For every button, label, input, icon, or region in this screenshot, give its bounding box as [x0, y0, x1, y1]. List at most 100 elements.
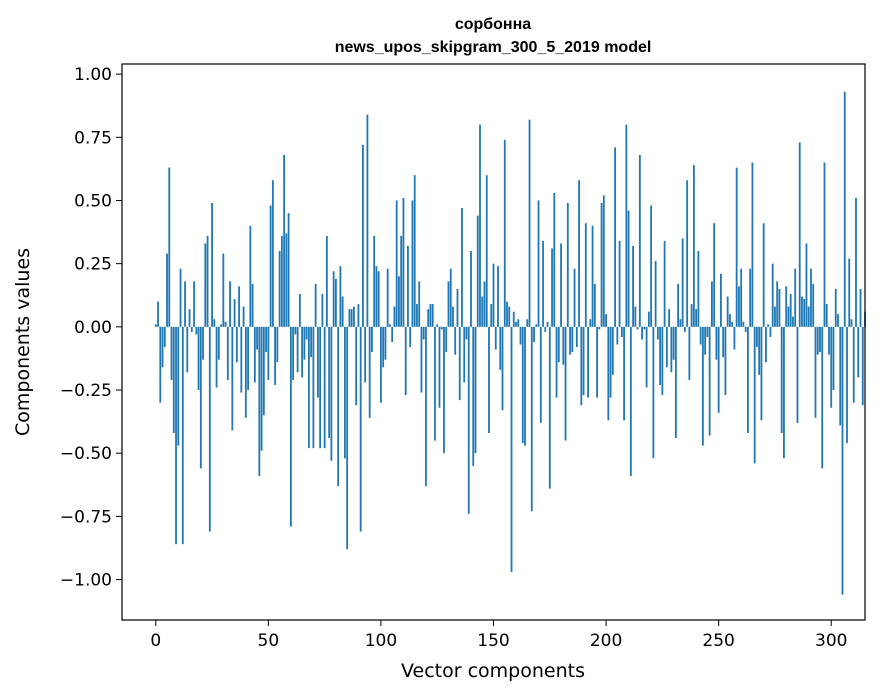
bar: [857, 326, 860, 378]
bar: [652, 326, 655, 459]
bar: [596, 326, 598, 398]
x-tick-label: 300: [815, 631, 847, 651]
bar: [461, 208, 463, 327]
bar: [168, 167, 171, 327]
bar: [436, 324, 439, 327]
bar: [267, 326, 270, 380]
bar: [812, 283, 815, 327]
bar: [359, 326, 362, 532]
bar: [244, 326, 247, 418]
bar: [262, 326, 265, 416]
bar: [362, 144, 364, 327]
bar: [256, 326, 258, 350]
bar: [337, 326, 340, 487]
y-tick-label: 0.75: [74, 128, 112, 148]
y-tick-label: −1.00: [60, 571, 112, 591]
bar: [825, 304, 828, 327]
bar: [474, 326, 477, 454]
bar: [348, 309, 351, 327]
bar: [564, 326, 567, 441]
bar: [706, 326, 709, 337]
bar: [296, 326, 299, 373]
bar: [407, 245, 409, 327]
bar: [280, 235, 283, 327]
bar: [449, 268, 452, 327]
bar: [481, 296, 484, 327]
bar: [591, 225, 594, 327]
bar: [483, 281, 486, 327]
bar: [501, 326, 504, 411]
bar: [377, 271, 380, 327]
x-tick-label: 250: [702, 631, 734, 651]
bar: [837, 314, 839, 327]
bar: [472, 326, 475, 466]
bar: [546, 321, 549, 327]
bar: [708, 326, 711, 436]
y-tick-label: −0.25: [60, 381, 112, 401]
bar: [485, 175, 488, 327]
bar: [418, 281, 421, 327]
x-tick-label: 50: [258, 631, 280, 651]
bar: [159, 326, 162, 403]
bar: [465, 326, 468, 340]
bar: [447, 281, 450, 327]
bar: [416, 304, 418, 327]
bar: [756, 326, 758, 348]
bar: [166, 253, 168, 327]
bar: [735, 167, 738, 327]
bar: [310, 326, 313, 358]
bar: [163, 326, 166, 348]
bar: [814, 326, 817, 418]
bar: [371, 326, 373, 353]
bar: [438, 326, 441, 408]
bar: [287, 213, 290, 327]
bar: [521, 326, 524, 444]
bar: [794, 268, 797, 327]
bar: [695, 309, 698, 327]
bar: [724, 326, 727, 396]
bar: [807, 306, 810, 327]
bar: [190, 326, 193, 332]
bar: [780, 326, 783, 433]
bar: [645, 326, 648, 388]
bar: [233, 299, 236, 327]
bar: [512, 311, 515, 327]
bar: [325, 235, 328, 327]
bar: [803, 299, 806, 327]
bar: [819, 326, 821, 353]
bar: [620, 326, 623, 337]
bar: [535, 324, 538, 327]
bar: [314, 283, 317, 327]
bar: [265, 326, 267, 353]
x-axis-ticks: 0 50 100 150 200 250 300: [150, 620, 847, 651]
bar: [193, 281, 195, 327]
bar: [593, 283, 596, 327]
bar: [458, 326, 461, 401]
bar: [717, 326, 720, 413]
bar: [186, 326, 189, 373]
bar: [389, 324, 391, 327]
bar: [861, 326, 864, 406]
bar: [798, 142, 801, 327]
bar: [852, 326, 855, 403]
bar: [611, 326, 614, 375]
bar: [519, 326, 522, 345]
bar: [488, 326, 490, 433]
bar: [323, 326, 326, 449]
y-tick-label: −0.50: [60, 444, 112, 464]
bar: [398, 276, 400, 327]
bar: [499, 326, 502, 370]
bar: [816, 326, 819, 355]
bar: [330, 326, 333, 461]
bar: [157, 301, 159, 327]
y-tick-label: 0.50: [74, 191, 112, 211]
bar: [213, 319, 216, 327]
bar: [506, 301, 508, 327]
bar: [627, 210, 630, 327]
bar: [434, 326, 436, 441]
bar: [274, 326, 276, 385]
bar: [792, 316, 794, 327]
bar: [722, 326, 725, 358]
bar: [587, 326, 589, 398]
plot-frame: [121, 63, 866, 621]
